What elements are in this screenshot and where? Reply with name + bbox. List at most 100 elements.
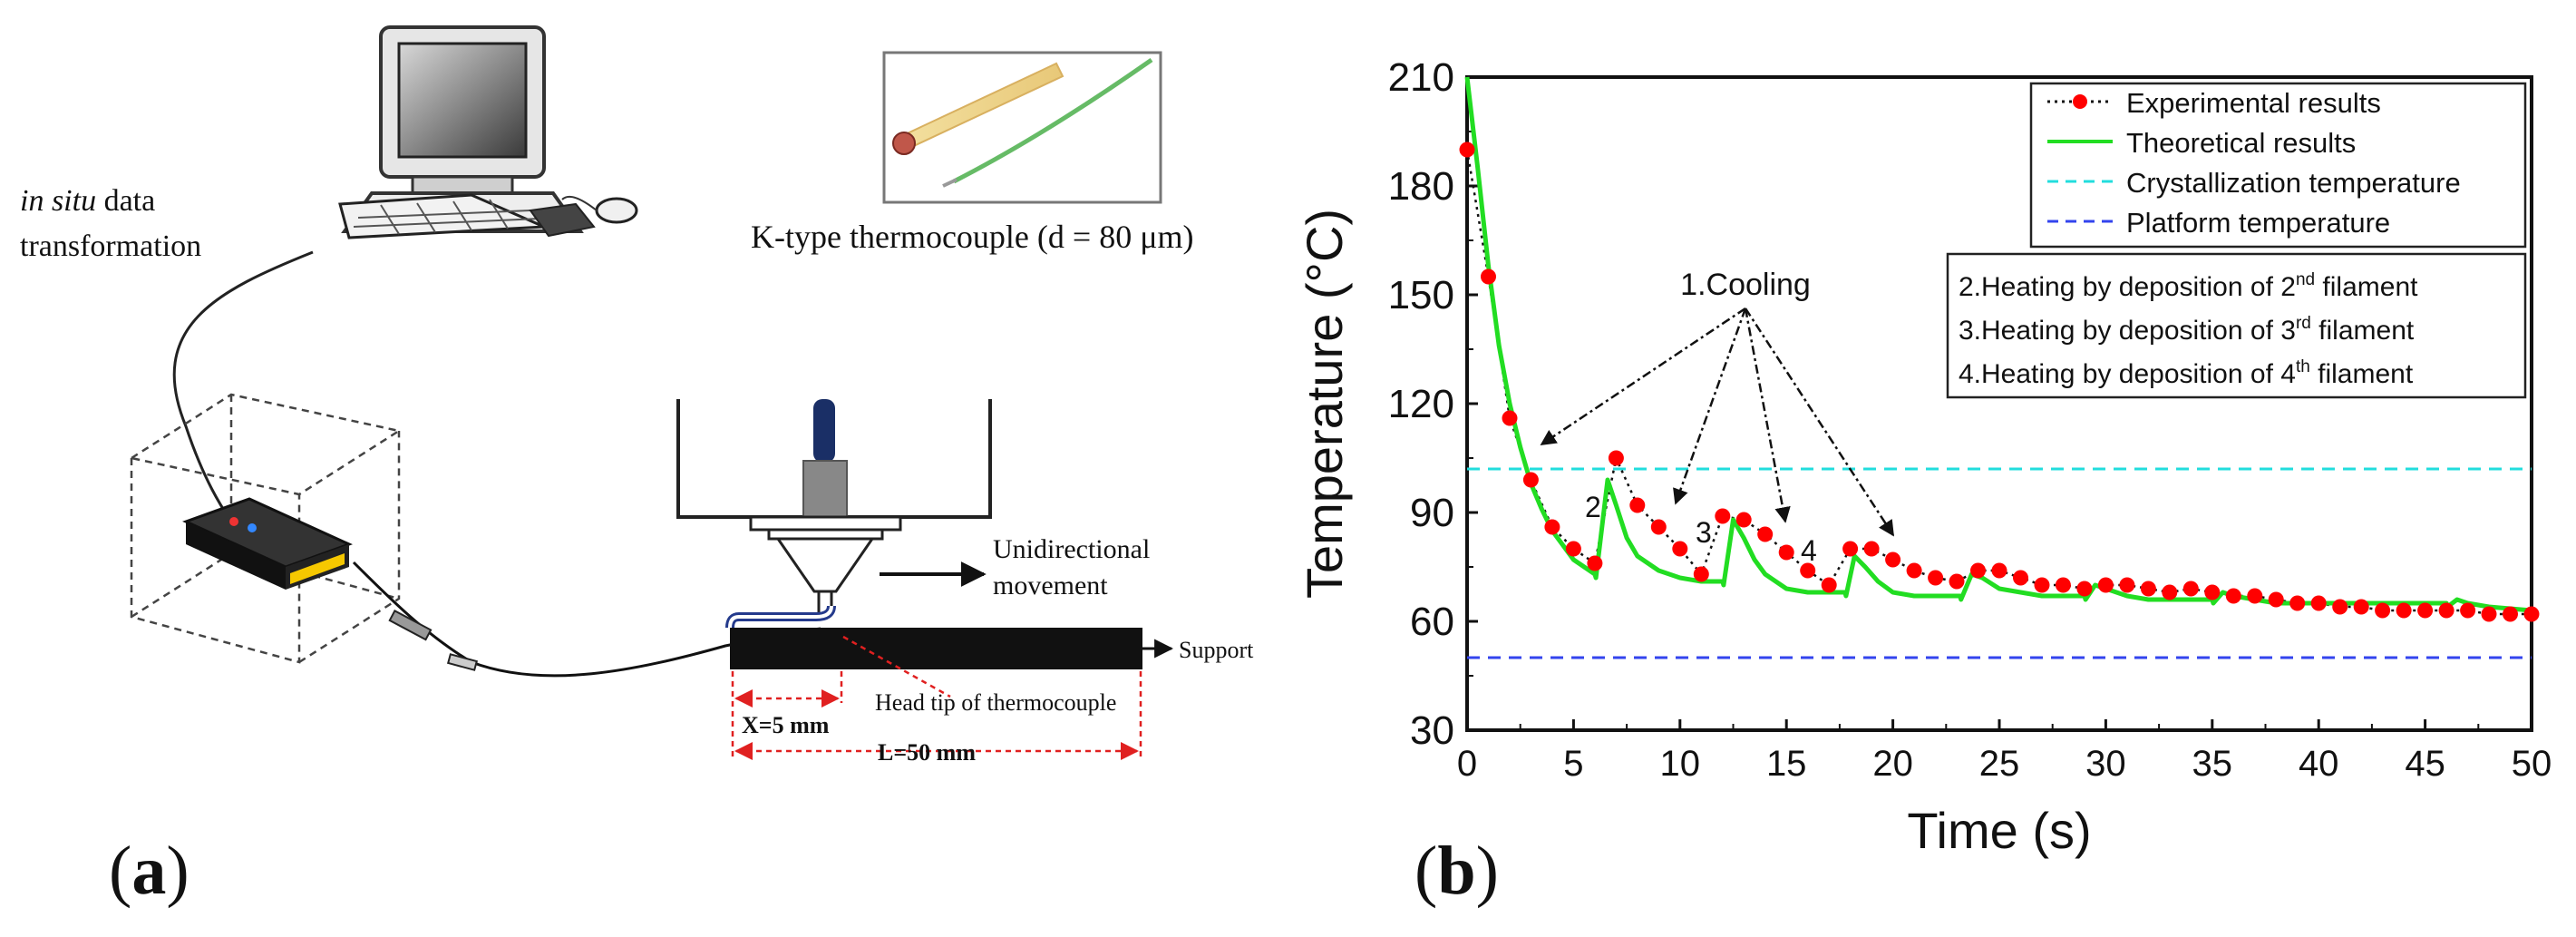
peak-label-4: 4 xyxy=(1801,534,1817,567)
x-dimension-label: X=5 mm xyxy=(742,712,830,738)
experimental-point-9 xyxy=(1650,519,1667,535)
experimental-point-13 xyxy=(1735,512,1752,528)
experimental-point-17 xyxy=(1821,577,1837,593)
experimental-point-12 xyxy=(1715,508,1731,524)
thermocouple-inset xyxy=(882,51,1162,204)
experimental-point-7 xyxy=(1608,450,1624,466)
y-tick-label-30: 30 xyxy=(1410,708,1454,753)
experimental-point-11 xyxy=(1693,566,1709,582)
legend-item-platform: Platform temperature xyxy=(2047,207,2390,239)
experimental-point-34 xyxy=(2182,581,2199,597)
experimental-point-18 xyxy=(1842,541,1859,557)
head-tip-label: Head tip of thermocouple xyxy=(875,689,1116,716)
legend-label-platform: Platform temperature xyxy=(2126,207,2390,239)
legend-label-crystallization: Crystallization temperature xyxy=(2126,167,2461,199)
x-tick-label-50: 50 xyxy=(2512,744,2552,784)
dimension-guides xyxy=(731,635,1142,757)
experimental-point-32 xyxy=(2140,581,2156,597)
experimental-point-0 xyxy=(1459,142,1475,158)
insitu-rest: data xyxy=(96,184,155,218)
experimental-point-8 xyxy=(1629,497,1646,513)
cooling-label: 1.Cooling xyxy=(1680,268,1811,302)
experimental-point-31 xyxy=(2119,577,2135,593)
data-cable xyxy=(172,250,314,522)
heating-legend-2: 2.Heating by deposition of 2nd filament xyxy=(1959,270,2418,302)
tick-labels: 0 5 10 15 20 25 30 35 40 45 50 30 60 90 120 150 180 210 xyxy=(1388,55,2552,784)
insitu-italic: in situ xyxy=(20,184,96,218)
experimental-point-22 xyxy=(1928,570,1944,586)
experimental-point-4 xyxy=(1544,519,1560,535)
peak-label-3: 3 xyxy=(1696,516,1712,549)
y-tick-label-150: 150 xyxy=(1388,273,1454,317)
y-tick-label-120: 120 xyxy=(1388,382,1454,426)
panel-b-letter: b xyxy=(1437,833,1475,909)
experimental-point-35 xyxy=(2204,584,2221,600)
x-tick-label-20: 20 xyxy=(1872,744,1913,784)
cooling-arrows xyxy=(1540,307,1895,537)
y-axis-label: Temperature (°C) xyxy=(1296,209,1353,599)
experimental-point-45 xyxy=(2417,602,2434,619)
printer-head xyxy=(676,399,992,629)
support-bar xyxy=(730,628,1142,669)
experimental-point-28 xyxy=(2055,577,2071,593)
unidirectional-label: Unidirectional xyxy=(993,534,1150,564)
experimental-point-15 xyxy=(1778,544,1794,561)
legend-item-theoretical: Theoretical results xyxy=(2047,127,2356,159)
experimental-point-37 xyxy=(2247,588,2263,604)
experimental-point-33 xyxy=(2162,584,2178,600)
heating-legend-3: 3.Heating by deposition of 3rd filament xyxy=(1959,314,2415,346)
legend-item-crystallization: Crystallization temperature xyxy=(2047,167,2461,199)
reference-lines xyxy=(1467,467,2532,659)
computer-icon xyxy=(338,25,638,239)
experimental-point-3 xyxy=(1522,472,1539,488)
x-tick-label-35: 35 xyxy=(2192,744,2233,784)
experimental-markers xyxy=(1459,142,2540,622)
panel-a-label: (a) xyxy=(109,833,190,909)
experimental-point-14 xyxy=(1757,526,1774,542)
x-tick-label-25: 25 xyxy=(1979,744,2020,784)
experimental-point-30 xyxy=(2097,577,2114,593)
experimental-point-36 xyxy=(2225,588,2241,604)
insitu-label: in situ data xyxy=(20,184,155,218)
l-dimension-label: L=50 mm xyxy=(878,739,976,766)
experimental-point-23 xyxy=(1949,573,1965,590)
experimental-point-48 xyxy=(2481,606,2497,622)
experimental-point-10 xyxy=(1672,541,1688,557)
experimental-point-16 xyxy=(1800,562,1816,579)
experimental-point-25 xyxy=(1991,562,2007,579)
experimental-point-6 xyxy=(1587,555,1603,571)
experimental-point-43 xyxy=(2375,602,2391,619)
x-tick-label-40: 40 xyxy=(2299,744,2339,784)
x-tick-label-5: 5 xyxy=(1563,744,1583,784)
y-tick-label-60: 60 xyxy=(1410,600,1454,644)
cable-joint xyxy=(446,653,479,671)
legend-label-theoretical: Theoretical results xyxy=(2126,127,2356,159)
transformation-label: transformation xyxy=(20,229,201,263)
x-tick-label-45: 45 xyxy=(2405,744,2445,784)
experimental-point-39 xyxy=(2289,595,2306,611)
experimental-point-20 xyxy=(1885,551,1901,568)
legend-item-experimental: Experimental results xyxy=(2047,87,2381,119)
x-tick-label-15: 15 xyxy=(1766,744,1807,784)
experimental-point-50 xyxy=(2523,606,2540,622)
x-tick-label-10: 10 xyxy=(1660,744,1701,784)
y-tick-label-210: 210 xyxy=(1388,55,1454,100)
experimental-point-44 xyxy=(2396,602,2412,619)
experimental-point-1 xyxy=(1481,268,1496,285)
axis-ticks xyxy=(1465,75,2533,732)
experimental-point-2 xyxy=(1502,410,1518,426)
experimental-point-19 xyxy=(1863,541,1880,557)
experimental-point-21 xyxy=(1906,562,1922,579)
x-tick-label-30: 30 xyxy=(2085,744,2126,784)
experimental-point-26 xyxy=(2013,570,2028,586)
movement-label: movement xyxy=(993,571,1108,600)
experimental-point-42 xyxy=(2353,599,2369,615)
cable-connector xyxy=(388,610,433,641)
experimental-point-49 xyxy=(2503,606,2518,622)
experimental-point-29 xyxy=(2076,581,2093,597)
experimental-point-41 xyxy=(2332,599,2348,615)
y-tick-label-90: 90 xyxy=(1410,491,1454,535)
panel-a-letter: a xyxy=(131,833,166,909)
x-tick-label-0: 0 xyxy=(1457,744,1477,784)
